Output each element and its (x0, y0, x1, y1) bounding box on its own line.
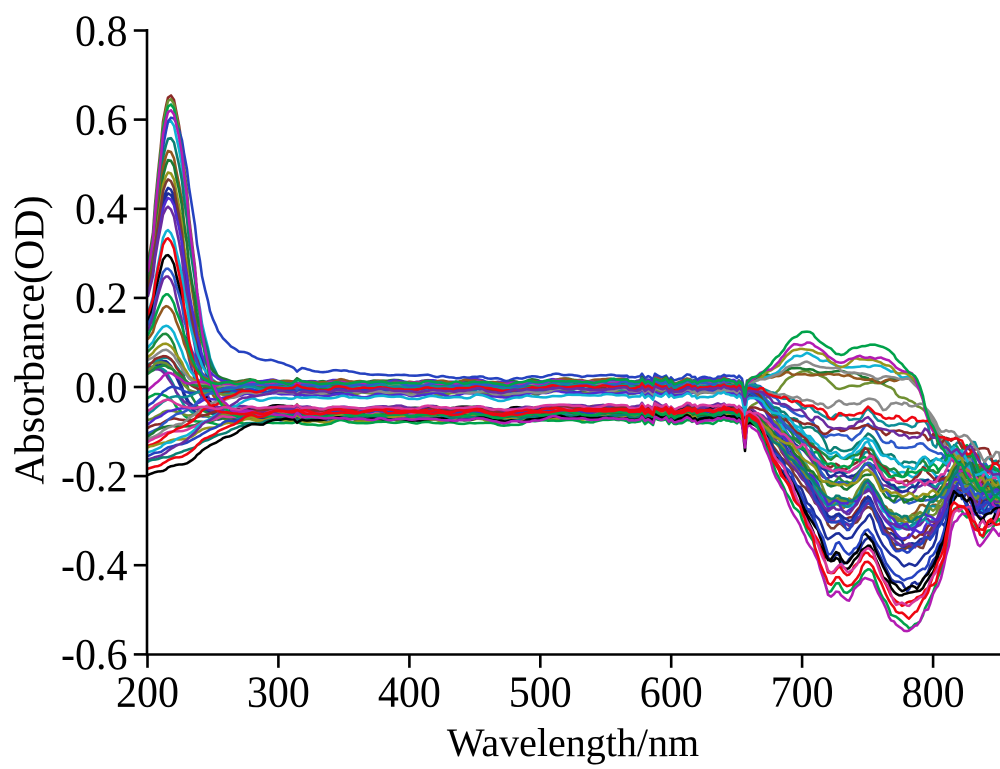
svg-text:0.0: 0.0 (75, 363, 127, 412)
svg-text:Absorbance(OD): Absorbance(OD) (8, 195, 54, 484)
svg-text:700: 700 (771, 667, 834, 716)
svg-text:-0.6: -0.6 (61, 630, 127, 679)
svg-text:Wavelength/nm: Wavelength/nm (447, 720, 699, 765)
svg-text:500: 500 (509, 667, 572, 716)
svg-text:-0.4: -0.4 (61, 541, 127, 590)
svg-text:0.8: 0.8 (75, 6, 127, 55)
svg-text:0.2: 0.2 (75, 274, 127, 323)
svg-text:0.6: 0.6 (75, 95, 127, 144)
svg-text:200: 200 (116, 667, 179, 716)
svg-text:600: 600 (640, 667, 703, 716)
svg-text:-0.2: -0.2 (61, 452, 127, 501)
svg-text:300: 300 (247, 667, 310, 716)
svg-text:800: 800 (902, 667, 965, 716)
svg-text:400: 400 (378, 667, 441, 716)
svg-text:0.4: 0.4 (75, 185, 127, 234)
